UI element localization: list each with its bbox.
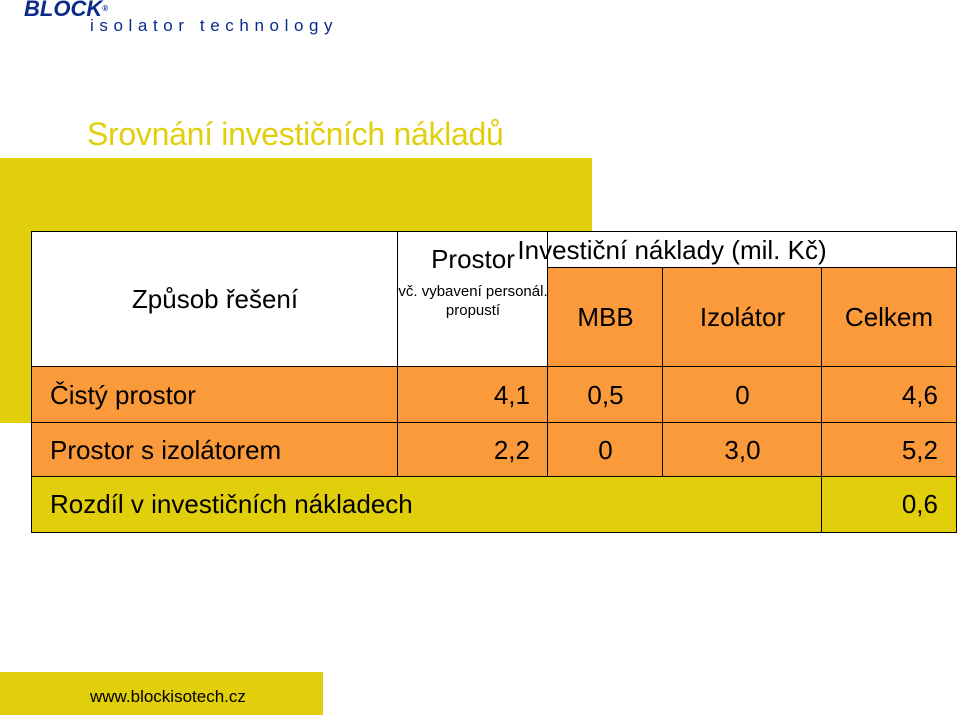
table-cell-space: 2,2 (397, 422, 549, 478)
logo-registered-mark: ® (102, 4, 109, 13)
logo-brand-text: BLOCK (24, 0, 103, 21)
table-cell-total: 4,6 (821, 366, 957, 424)
header-investment-cell: Investiční náklady (mil. Kč) (517, 231, 957, 269)
table-cell-mbb: 0,5 (547, 366, 664, 424)
header-method-label: Způsob řešení (131, 284, 299, 314)
difference-value: 0,6 (901, 489, 938, 519)
header-isolator-cell: Izolátor (662, 267, 823, 368)
table-cell-isolator: 3,0 (662, 422, 823, 478)
difference-value-cell: 0,6 (821, 476, 957, 533)
difference-label: Rozdíl v investičních nákladech (50, 489, 413, 519)
header-method-cell: Způsob řešení (31, 231, 399, 368)
header-mbb-cell: MBB (547, 267, 664, 368)
logo-tagline: isolator technology (90, 16, 339, 35)
footer-accent-block (0, 672, 323, 715)
header-investment-label: Investiční náklady (mil. Kč) (517, 234, 827, 265)
header-total-label: Celkem (844, 302, 934, 332)
header-space-note: vč. vybavení personál. propustí (398, 283, 548, 319)
header-mbb-label: MBB (577, 302, 634, 332)
table-row-label: Prostor s izolátorem (31, 422, 399, 478)
table-cell-space: 4,1 (397, 366, 549, 424)
footer-url: www.blockisotech.cz (90, 687, 246, 706)
table-cell-total: 5,2 (821, 422, 957, 478)
difference-label-cell: Rozdíl v investičních nákladech (31, 476, 823, 533)
table-cell-isolator: 0 (662, 366, 823, 424)
table-cell-mbb: 0 (547, 422, 664, 478)
header-total-cell: Celkem (821, 267, 957, 368)
header-isolator-label: Izolátor (699, 302, 786, 332)
header-space-label: Prostor (431, 244, 515, 274)
table-row-label: Čistý prostor (31, 366, 399, 424)
page-title: Srovnání investičních nákladů (87, 116, 504, 152)
